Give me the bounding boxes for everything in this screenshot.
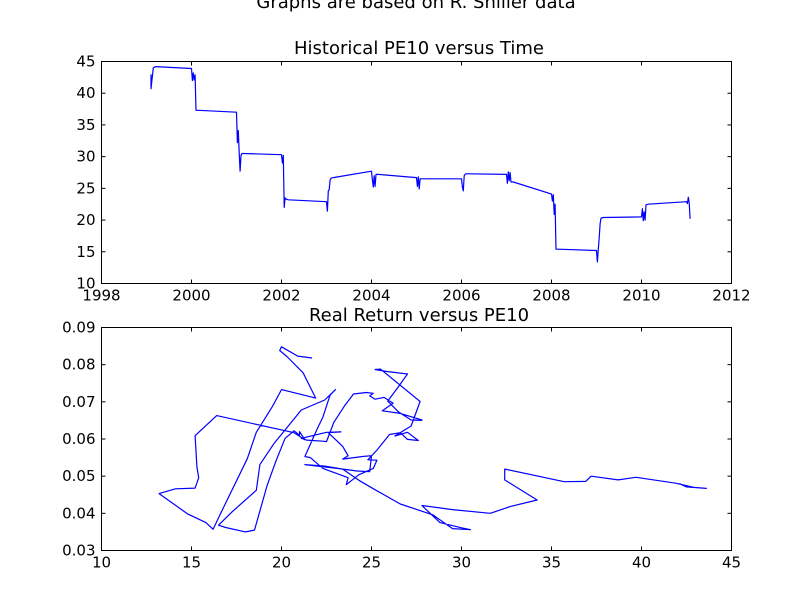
y-tick-label: 25 — [76, 179, 95, 197]
plot-frame — [101, 61, 732, 284]
return-pe10-chart: Real Return versus PE10 10 15 20 25 30 35 40 45… — [62, 305, 741, 572]
x-tick-label: 35 — [542, 554, 561, 572]
plot-frame — [101, 327, 732, 551]
y-tick-label: 0.03 — [62, 542, 95, 560]
figure-suptitle: Graphs are based on R. Shiller data — [256, 0, 575, 13]
x-tick-label: 25 — [362, 554, 381, 572]
y-tick-label: 0.06 — [62, 430, 95, 448]
chart-title: Historical PE10 versus Time — [294, 38, 544, 59]
x-tick-label: 2000 — [172, 287, 210, 305]
x-tick-label: 30 — [452, 554, 471, 572]
pe10-time-chart: Historical PE10 versus Time 1998 2000 2002… — [76, 38, 750, 305]
ticks-layer: 10 15 20 25 30 35 40 45 0.03 0.04 0.05 0.06 0.07 0.08… — [62, 319, 741, 572]
series-line-0 — [158, 346, 707, 533]
y-tick-label: 0.08 — [62, 356, 95, 374]
y-tick-label: 15 — [76, 243, 95, 261]
x-tick-label: 1998 — [82, 287, 120, 305]
ticks-layer: 1998 2000 2002 2004 2006 2008 2010 2012 10 15 20 25… — [76, 53, 750, 305]
x-tick-label: 2010 — [622, 287, 660, 305]
x-tick-label: 2004 — [352, 287, 390, 305]
x-tick-label: 2012 — [712, 287, 750, 305]
x-tick-label: 20 — [272, 554, 291, 572]
x-tick-label: 15 — [182, 554, 201, 572]
series-line-0 — [150, 66, 691, 263]
y-tick-label: 0.04 — [62, 504, 95, 522]
y-tick-label: 0.07 — [62, 393, 95, 411]
series-layer — [158, 346, 707, 533]
y-tick-label: 0.05 — [62, 467, 95, 485]
y-tick-label: 0.09 — [62, 319, 95, 337]
x-tick-label: 45 — [722, 554, 741, 572]
y-tick-label: 40 — [76, 84, 95, 102]
y-tick-label: 10 — [76, 275, 95, 293]
y-tick-label: 45 — [76, 53, 95, 71]
x-tick-label: 2008 — [532, 287, 570, 305]
x-tick-label: 10 — [92, 554, 111, 572]
y-tick-label: 35 — [76, 116, 95, 134]
x-tick-label: 2002 — [262, 287, 300, 305]
x-tick-label: 2006 — [442, 287, 480, 305]
chart-title: Real Return versus PE10 — [309, 305, 529, 326]
y-tick-label: 20 — [76, 211, 95, 229]
y-tick-label: 30 — [76, 148, 95, 166]
series-layer — [150, 66, 691, 263]
x-tick-label: 40 — [632, 554, 651, 572]
